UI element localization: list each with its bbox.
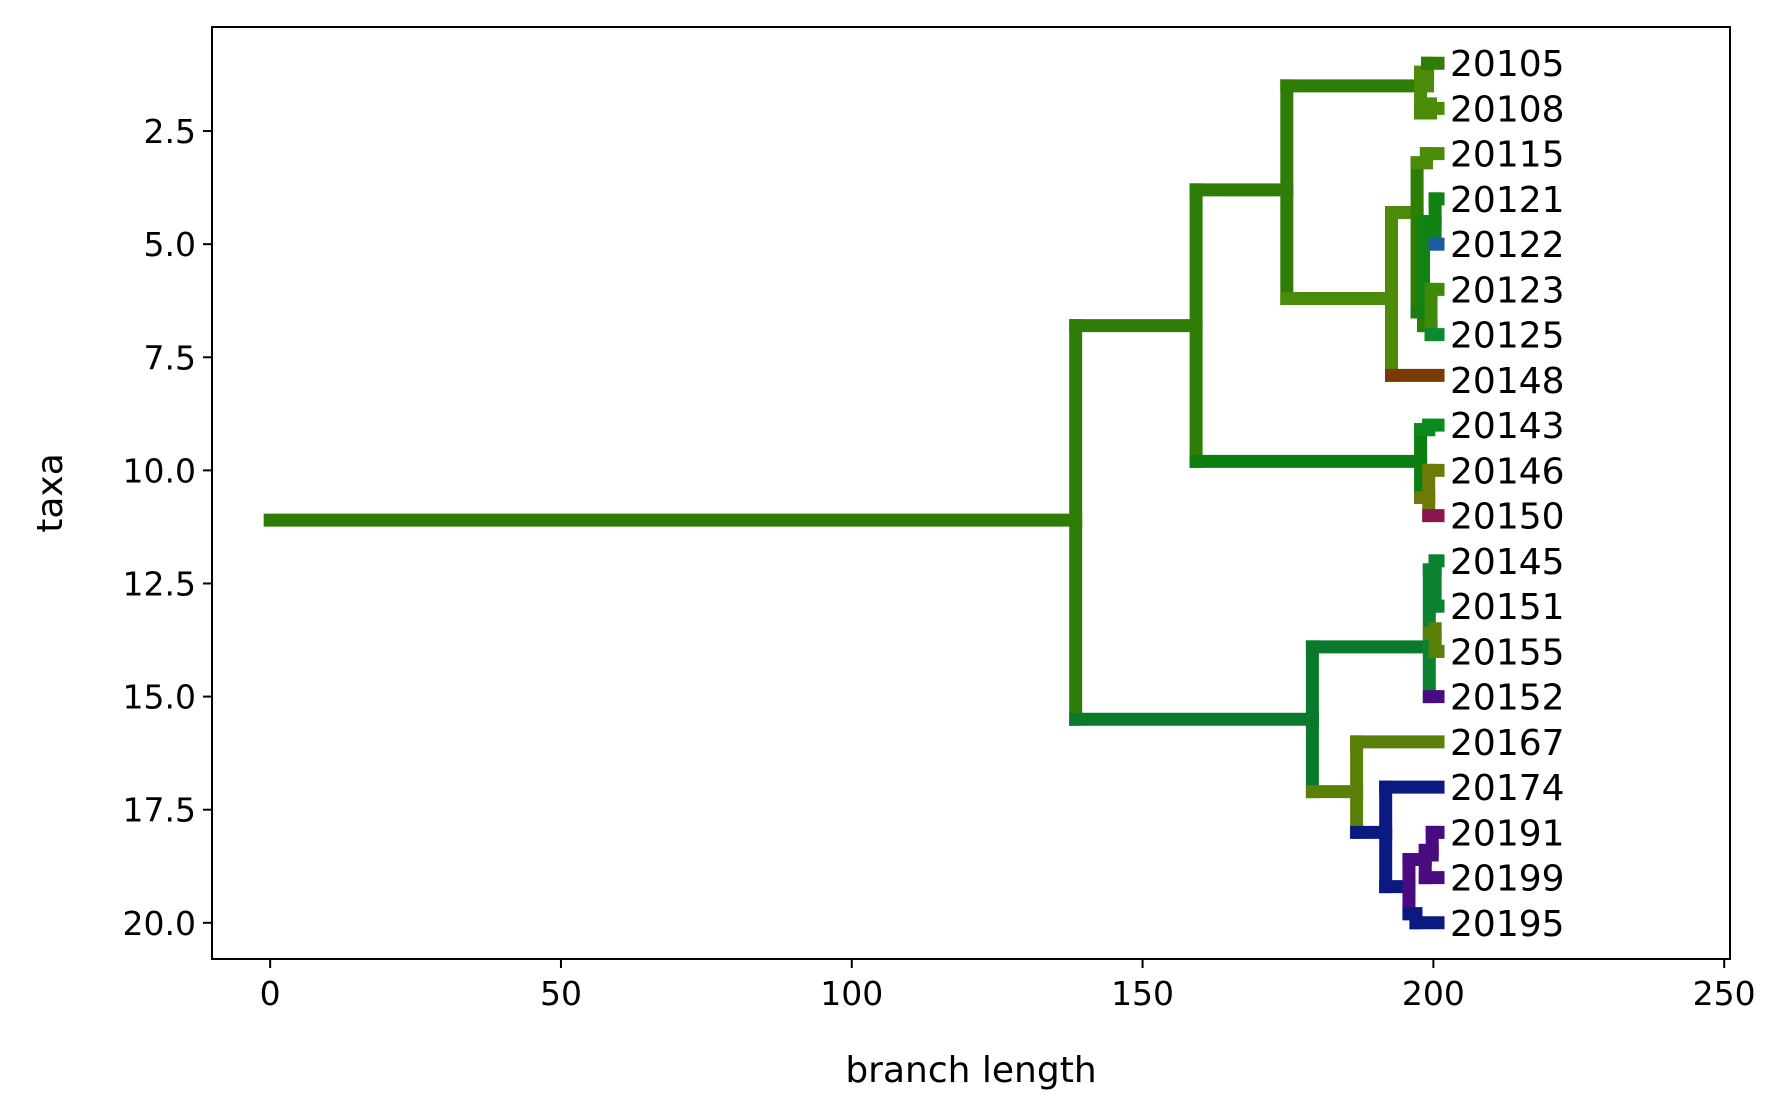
y-tick-label: 20.0: [123, 904, 196, 943]
leaf-label-20167: 20167: [1450, 723, 1565, 764]
leaf-label-20151: 20151: [1450, 587, 1565, 628]
leaf-label-20123: 20123: [1450, 270, 1565, 311]
leaf-label-20150: 20150: [1450, 497, 1565, 538]
y-tick-label: 17.5: [123, 791, 196, 830]
leaf-label-20108: 20108: [1450, 89, 1565, 130]
y-ticks: 2.5 5.0 7.5 10.0 12.5 15.0 17.5 20.0: [123, 112, 212, 943]
x-tick-label: 0: [260, 974, 281, 1013]
y-axis-label: taxa: [30, 453, 71, 533]
leaf-label-20155: 20155: [1450, 632, 1565, 673]
leaf-label-20191: 20191: [1450, 813, 1565, 854]
x-tick-label: 200: [1402, 974, 1465, 1013]
leaf-label-20152: 20152: [1450, 678, 1565, 719]
leaf-label-20145: 20145: [1450, 542, 1565, 583]
x-tick-label: 100: [820, 974, 883, 1013]
branches: [263, 56, 1445, 930]
y-tick-label: 15.0: [123, 678, 196, 717]
y-tick-label: 2.5: [144, 112, 196, 151]
leaf-label-20146: 20146: [1450, 451, 1565, 492]
x-ticks: 0 50 100 150 200 250: [260, 959, 1756, 1013]
y-tick-label: 12.5: [123, 564, 196, 603]
leaf-label-20195: 20195: [1450, 904, 1565, 945]
plot-frame: [211, 26, 1731, 960]
x-tick-label: 50: [540, 974, 582, 1013]
x-tick-label: 150: [1111, 974, 1174, 1013]
leaf-label-20174: 20174: [1450, 768, 1565, 809]
x-tick-label: 250: [1693, 974, 1756, 1013]
leaf-label-20121: 20121: [1450, 180, 1565, 221]
leaf-label-20199: 20199: [1450, 859, 1565, 900]
leaf-label-20125: 20125: [1450, 316, 1565, 357]
leaf-label-20148: 20148: [1450, 361, 1565, 402]
y-tick-label: 5.0: [144, 225, 196, 264]
leaf-label-20115: 20115: [1450, 135, 1565, 176]
leaf-label-20122: 20122: [1450, 225, 1565, 266]
x-axis-label: branch length: [845, 1050, 1096, 1091]
y-tick-label: 7.5: [144, 338, 196, 377]
leaf-label-20105: 20105: [1450, 44, 1565, 85]
y-tick-label: 10.0: [123, 451, 196, 490]
leaf-label-20143: 20143: [1450, 406, 1565, 447]
